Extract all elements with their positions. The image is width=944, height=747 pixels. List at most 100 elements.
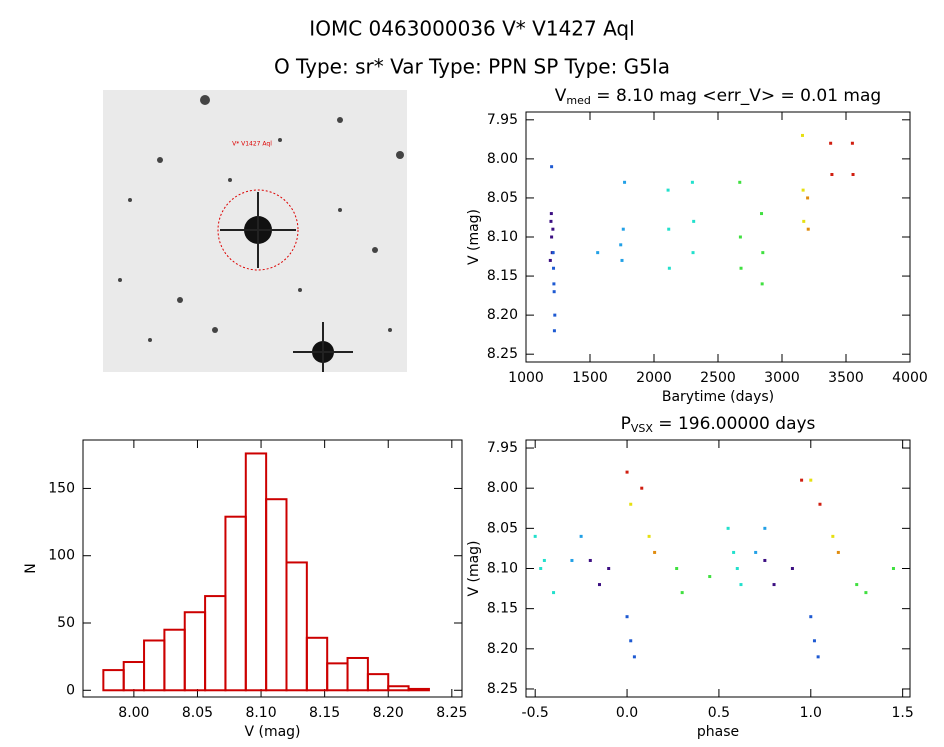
x-tick-label: 4000: [892, 370, 928, 386]
data-point: [726, 526, 730, 530]
axis-box: [525, 111, 911, 363]
data-point: [552, 290, 556, 294]
y-axis-label: V (mag): [466, 209, 482, 265]
data-point: [816, 655, 820, 659]
y-axis-label: N: [23, 563, 39, 573]
title-text: V: [555, 86, 567, 106]
data-point: [760, 282, 764, 286]
data-point: [597, 583, 601, 587]
data-point: [891, 567, 895, 570]
data-point: [790, 567, 794, 570]
histogram-bar: [346, 656, 369, 692]
data-point: [667, 266, 671, 270]
axis-box: [82, 439, 463, 698]
data-point: [675, 567, 679, 570]
x-tick-label: 8.10: [245, 705, 276, 721]
histogram-bar: [407, 687, 430, 692]
data-point: [549, 212, 553, 216]
data-point: [632, 655, 636, 659]
page-subtitle: O Type: sr* Var Type: PPN SP Type: G5Ia: [274, 55, 670, 79]
data-point: [548, 258, 552, 262]
data-point: [625, 615, 629, 619]
y-tick-label: 7.95: [487, 440, 518, 456]
data-point: [621, 227, 625, 231]
data-point: [647, 534, 651, 538]
data-point: [533, 534, 537, 538]
histogram-bar: [305, 636, 329, 692]
data-point: [831, 534, 835, 538]
data-point: [653, 550, 657, 554]
y-tick-label: 8.15: [487, 268, 518, 284]
y-tick-label: 8.05: [487, 520, 518, 536]
y-tick-label: 8.15: [487, 601, 518, 617]
image-stars: [118, 95, 404, 363]
page-title: IOMC 0463000036 V* V1427 Aql: [309, 17, 634, 41]
data-point: [629, 502, 633, 506]
data-point: [763, 558, 767, 562]
data-point: [801, 188, 805, 192]
data-point: [754, 550, 758, 554]
data-point: [553, 313, 557, 317]
data-point: [588, 558, 592, 562]
histogram-bar: [183, 611, 207, 692]
data-point: [739, 266, 743, 270]
data-point: [579, 534, 583, 538]
y-tick-label: 8.00: [487, 151, 518, 167]
data-point: [640, 486, 644, 490]
data-point: [542, 558, 546, 562]
x-tick-label: 8.00: [118, 705, 149, 721]
x-tick-label: -0.5: [522, 705, 549, 721]
y-tick-label: 8.20: [487, 641, 518, 657]
data-point: [629, 639, 633, 643]
y-tick-label: 8.10: [487, 561, 518, 577]
chart-title: PVSX = 196.00000 days: [621, 414, 816, 435]
x-tick-label: 8.05: [182, 705, 213, 721]
y-tick-label: 8.00: [487, 480, 518, 496]
data-point: [772, 583, 776, 587]
data-point: [552, 266, 556, 270]
histogram-bar: [122, 661, 146, 692]
y-tick-label: 100: [48, 548, 75, 564]
data-point: [851, 173, 855, 176]
data-point: [539, 567, 543, 570]
data-point: [666, 188, 670, 192]
y-tick-label: 8.25: [487, 346, 518, 362]
finding-chart: V* V1427 Aql: [103, 90, 407, 372]
data-point: [836, 550, 840, 554]
x-tick-label: 8.15: [309, 705, 340, 721]
diffraction-spikes: [220, 192, 353, 372]
data-point: [552, 591, 556, 595]
x-tick-label: 1000: [508, 370, 544, 386]
axis-box: [525, 439, 911, 698]
data-point: [802, 219, 806, 223]
data-point: [806, 196, 810, 200]
data-point: [738, 235, 742, 239]
x-tick-label: 1.0: [800, 705, 822, 721]
x-tick-label: 0.5: [708, 705, 730, 721]
data-point: [552, 282, 556, 286]
x-tick-label: 3000: [764, 370, 800, 386]
data-point: [692, 219, 696, 223]
y-tick-label: 8.25: [487, 681, 518, 697]
x-axis-label: V (mag): [244, 724, 300, 740]
histogram-bar: [224, 515, 247, 692]
x-tick-label: 2500: [700, 370, 736, 386]
data-point: [830, 173, 834, 176]
x-axis-label: Barytime (days): [662, 389, 774, 405]
data-point: [739, 583, 743, 587]
y-tick-label: 8.20: [487, 307, 518, 323]
histogram-bar: [204, 595, 227, 692]
title-subscript: med: [566, 94, 590, 107]
data-point: [623, 180, 627, 184]
data-point: [708, 575, 712, 579]
histogram-bar: [366, 673, 390, 692]
y-tick-label: 8.10: [487, 229, 518, 245]
histogram-bar: [387, 685, 410, 692]
x-tick-label: 1.5: [892, 705, 914, 721]
x-tick-label: 1500: [572, 370, 608, 386]
data-point: [620, 258, 624, 262]
data-point: [829, 141, 833, 145]
data-point: [800, 478, 804, 482]
data-point: [800, 133, 804, 137]
